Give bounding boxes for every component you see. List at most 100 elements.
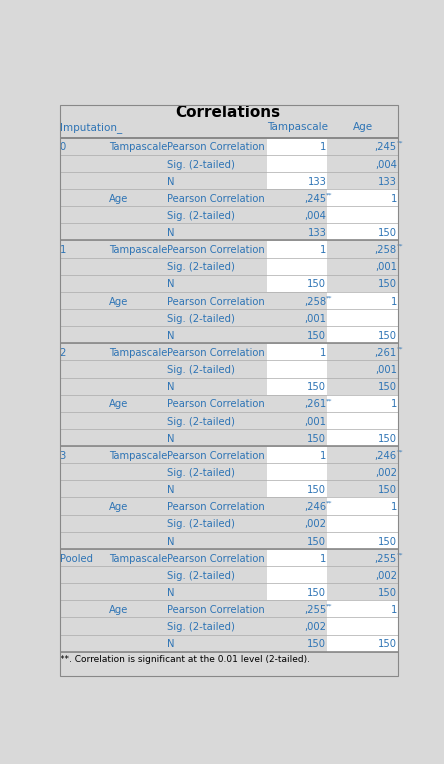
- Text: 1: 1: [390, 194, 397, 204]
- Text: 1: 1: [390, 502, 397, 513]
- Text: 150: 150: [307, 331, 326, 341]
- FancyBboxPatch shape: [267, 566, 327, 583]
- Text: Tampascale: Tampascale: [109, 245, 167, 255]
- Text: 150: 150: [307, 434, 326, 444]
- Text: 150: 150: [307, 588, 326, 598]
- Text: **: **: [326, 295, 333, 300]
- FancyBboxPatch shape: [267, 138, 327, 154]
- FancyBboxPatch shape: [327, 395, 398, 412]
- Text: 1: 1: [390, 400, 397, 410]
- Text: Pearson Correlation: Pearson Correlation: [167, 502, 265, 513]
- Text: ,258: ,258: [375, 245, 397, 255]
- FancyBboxPatch shape: [327, 617, 398, 635]
- Text: Sig. (2-tailed): Sig. (2-tailed): [167, 314, 235, 324]
- Text: 1: 1: [390, 605, 397, 615]
- Text: N: N: [167, 228, 175, 238]
- FancyBboxPatch shape: [327, 223, 398, 241]
- Text: Age: Age: [109, 194, 128, 204]
- Text: Pearson Correlation: Pearson Correlation: [167, 142, 265, 152]
- FancyBboxPatch shape: [267, 343, 327, 361]
- Text: 1: 1: [320, 245, 326, 255]
- Text: ,258: ,258: [304, 296, 326, 306]
- Text: N: N: [167, 485, 175, 495]
- Text: 150: 150: [378, 639, 397, 649]
- Text: Tampascale: Tampascale: [109, 451, 167, 461]
- FancyBboxPatch shape: [327, 309, 398, 326]
- Text: ,261: ,261: [375, 348, 397, 358]
- Text: 1: 1: [320, 554, 326, 564]
- Text: Sig. (2-tailed): Sig. (2-tailed): [167, 520, 235, 529]
- FancyBboxPatch shape: [267, 549, 327, 566]
- Text: Age: Age: [109, 400, 128, 410]
- Text: 150: 150: [378, 382, 397, 392]
- FancyBboxPatch shape: [327, 206, 398, 223]
- Text: **: **: [397, 244, 403, 249]
- Text: Correlations: Correlations: [175, 105, 280, 120]
- Text: **: **: [326, 501, 333, 506]
- Text: 133: 133: [307, 228, 326, 238]
- FancyBboxPatch shape: [267, 463, 327, 481]
- Text: ,261: ,261: [304, 400, 326, 410]
- FancyBboxPatch shape: [267, 377, 327, 395]
- FancyBboxPatch shape: [327, 429, 398, 446]
- FancyBboxPatch shape: [327, 412, 398, 429]
- Text: Sig. (2-tailed): Sig. (2-tailed): [167, 622, 235, 633]
- Text: ,001: ,001: [304, 314, 326, 324]
- Text: Tampascale: Tampascale: [267, 122, 328, 132]
- Text: 150: 150: [378, 228, 397, 238]
- Text: Sig. (2-tailed): Sig. (2-tailed): [167, 211, 235, 221]
- Text: ,001: ,001: [375, 262, 397, 272]
- FancyBboxPatch shape: [327, 189, 398, 206]
- Text: N: N: [167, 176, 175, 186]
- Text: Imputation_: Imputation_: [59, 122, 122, 133]
- Text: **: **: [397, 347, 403, 351]
- Text: ,001: ,001: [304, 416, 326, 426]
- Text: 133: 133: [378, 176, 397, 186]
- Text: 2: 2: [59, 348, 66, 358]
- Text: 150: 150: [307, 639, 326, 649]
- FancyBboxPatch shape: [267, 481, 327, 497]
- FancyBboxPatch shape: [267, 154, 327, 172]
- Text: 1: 1: [320, 348, 326, 358]
- Text: 150: 150: [307, 485, 326, 495]
- FancyBboxPatch shape: [327, 515, 398, 532]
- Text: ,004: ,004: [305, 211, 326, 221]
- Text: 1: 1: [320, 142, 326, 152]
- Text: Age: Age: [109, 296, 128, 306]
- FancyBboxPatch shape: [267, 446, 327, 463]
- Text: Sig. (2-tailed): Sig. (2-tailed): [167, 262, 235, 272]
- FancyBboxPatch shape: [327, 635, 398, 652]
- FancyBboxPatch shape: [327, 292, 398, 309]
- Text: ,246: ,246: [304, 502, 326, 513]
- Text: **: **: [397, 552, 403, 557]
- Text: 150: 150: [378, 280, 397, 290]
- Text: ,004: ,004: [375, 160, 397, 170]
- Text: **. Correlation is significant at the 0.01 level (2-tailed).: **. Correlation is significant at the 0.…: [59, 656, 309, 664]
- FancyBboxPatch shape: [267, 583, 327, 601]
- Text: N: N: [167, 331, 175, 341]
- Text: 150: 150: [307, 280, 326, 290]
- Text: Age: Age: [109, 502, 128, 513]
- Text: N: N: [167, 280, 175, 290]
- Text: N: N: [167, 536, 175, 546]
- Text: Sig. (2-tailed): Sig. (2-tailed): [167, 160, 235, 170]
- Text: Tampascale: Tampascale: [109, 142, 167, 152]
- Text: Pearson Correlation: Pearson Correlation: [167, 605, 265, 615]
- Text: Tampascale: Tampascale: [109, 554, 167, 564]
- Text: **: **: [397, 449, 403, 455]
- Text: 3: 3: [59, 451, 66, 461]
- Text: Age: Age: [353, 122, 373, 132]
- Text: ,002: ,002: [304, 520, 326, 529]
- Text: 150: 150: [307, 382, 326, 392]
- Text: Pearson Correlation: Pearson Correlation: [167, 451, 265, 461]
- Text: N: N: [167, 434, 175, 444]
- FancyBboxPatch shape: [267, 361, 327, 377]
- Text: Age: Age: [109, 605, 128, 615]
- Text: N: N: [167, 588, 175, 598]
- Text: Pearson Correlation: Pearson Correlation: [167, 194, 265, 204]
- FancyBboxPatch shape: [267, 172, 327, 189]
- Text: 150: 150: [378, 434, 397, 444]
- Text: 0: 0: [59, 142, 66, 152]
- Text: 1: 1: [390, 296, 397, 306]
- Text: 150: 150: [378, 331, 397, 341]
